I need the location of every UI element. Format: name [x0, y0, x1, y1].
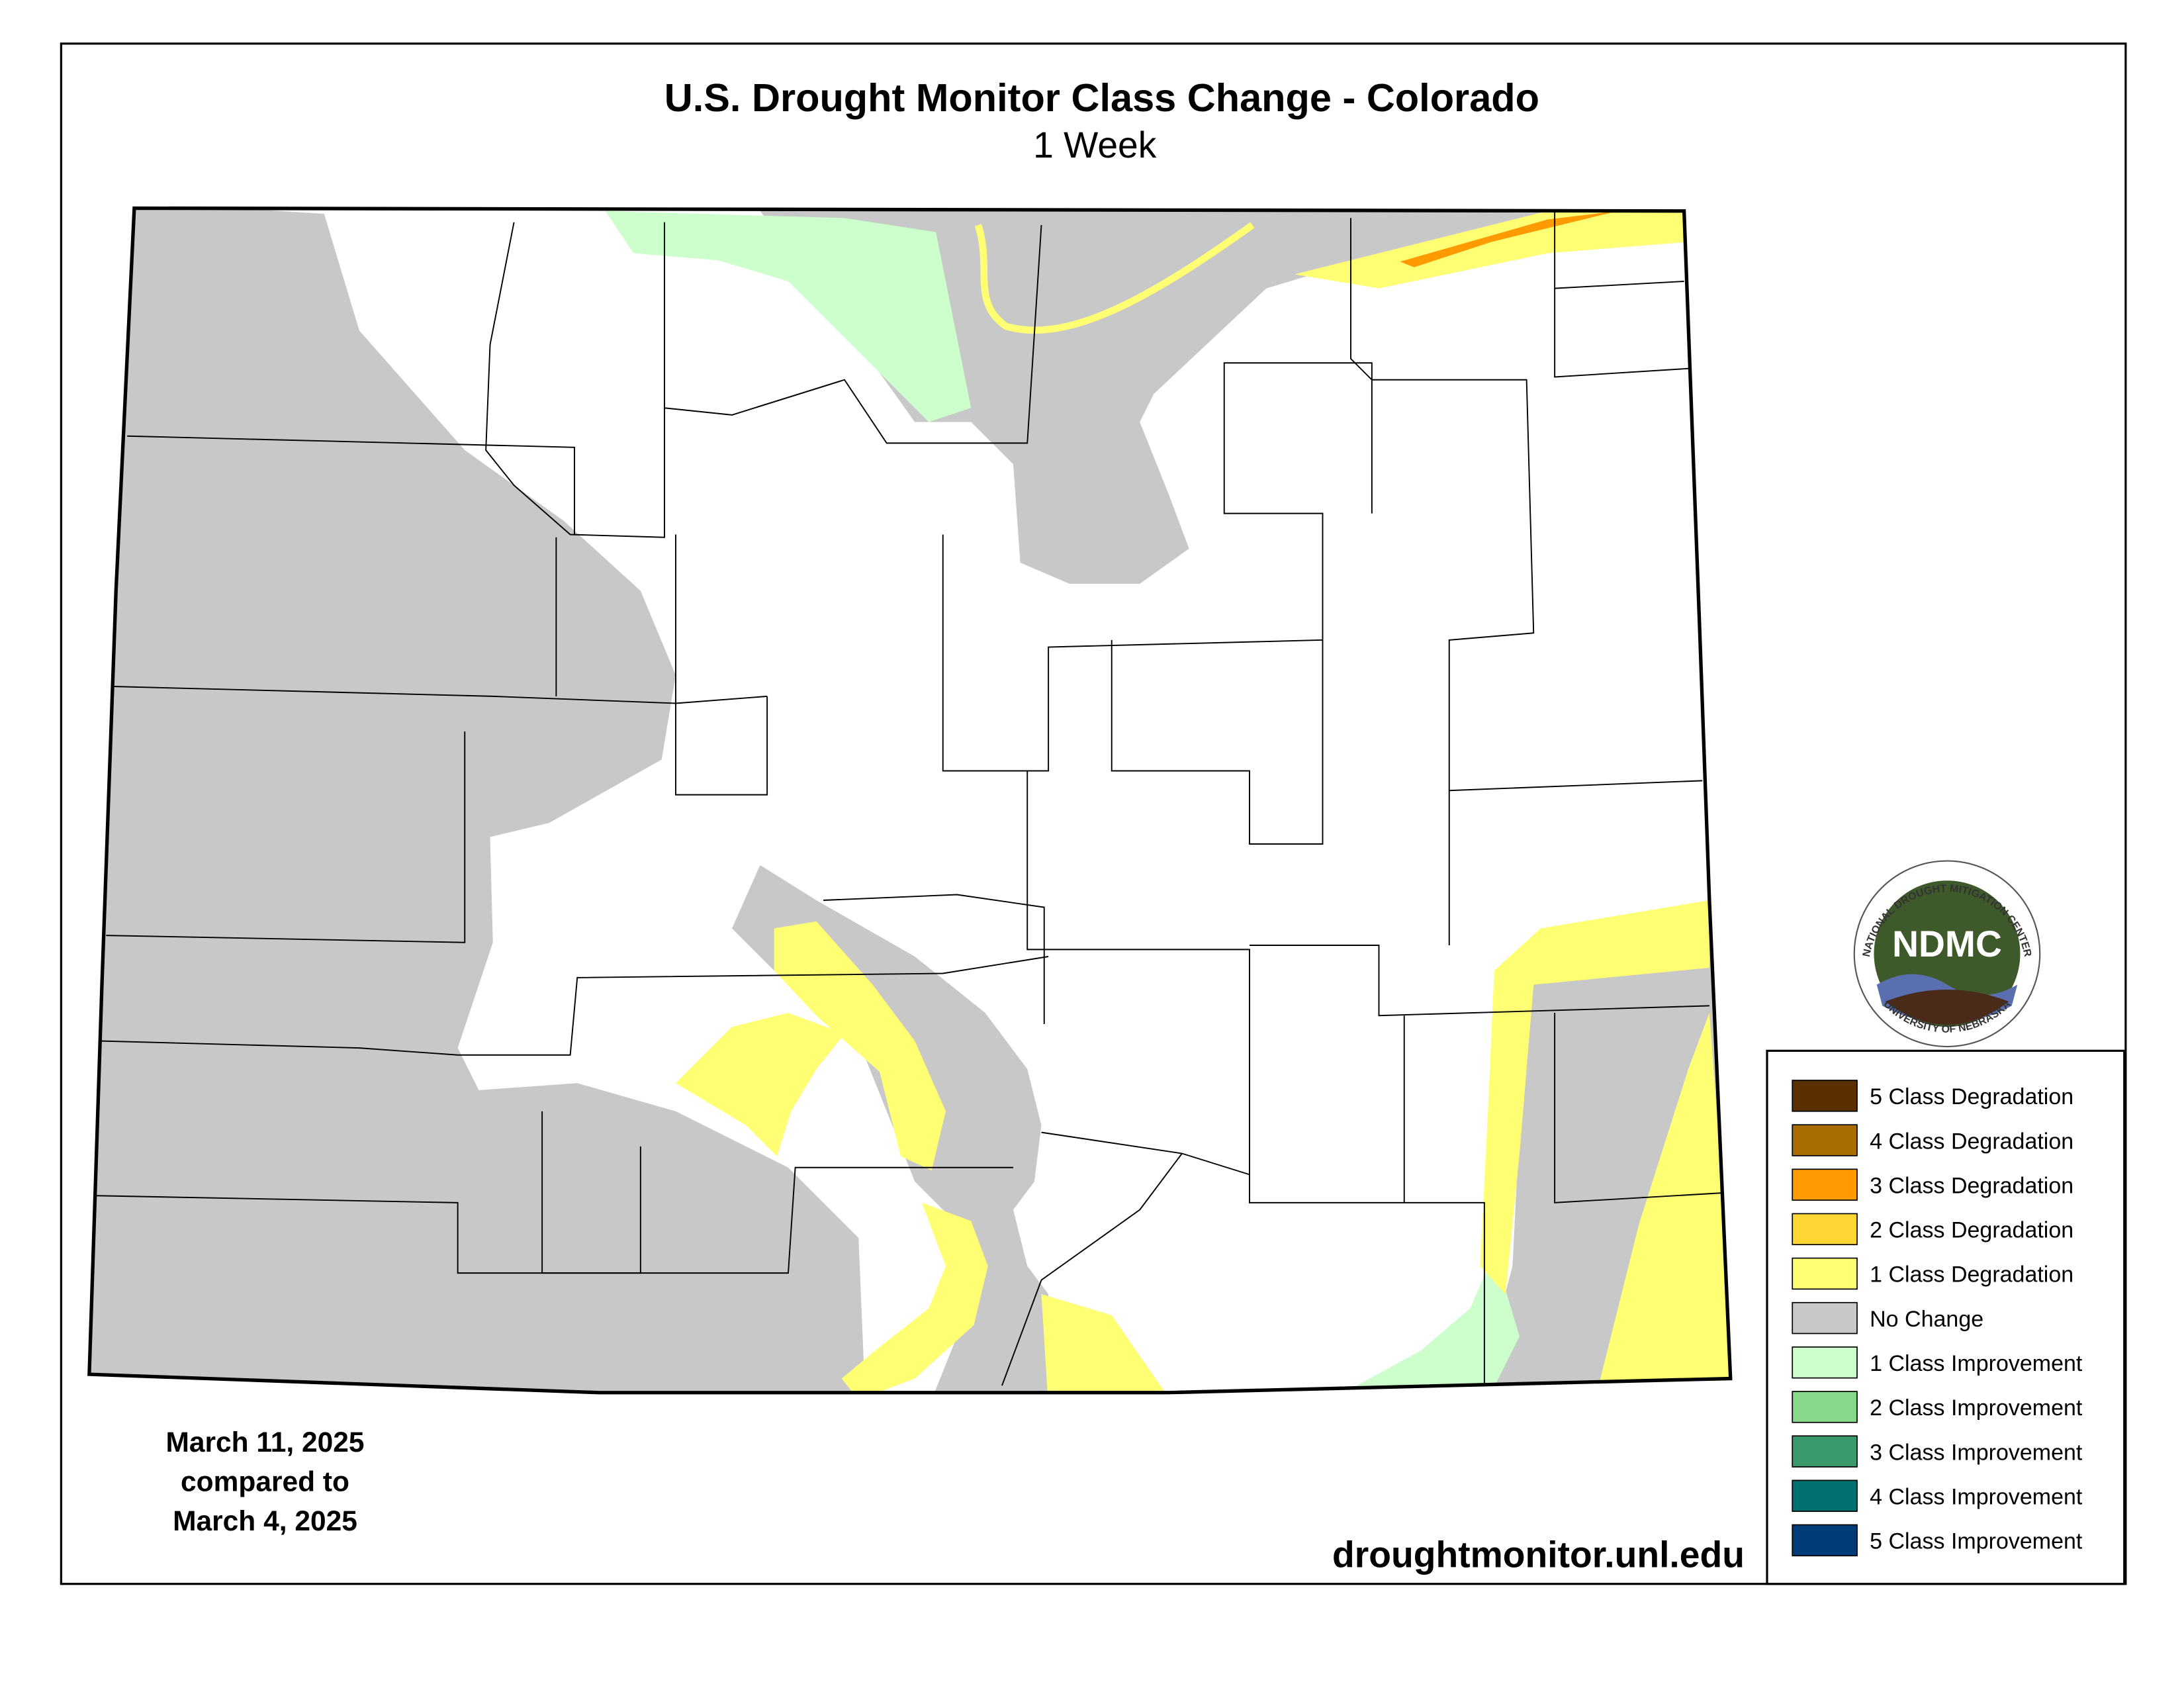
county-lines — [96, 211, 1724, 1393]
region — [774, 921, 946, 1170]
region-edge — [974, 222, 1255, 334]
map-title: U.S. Drought Monitor Class Change - Colo… — [664, 75, 1539, 120]
region — [89, 208, 866, 1393]
legend-swatch — [1792, 1391, 1858, 1423]
legend-label: 1 Class Improvement — [1870, 1351, 2083, 1376]
date-block: March 11, 2025 compared to March 4, 2025 — [165, 1427, 364, 1537]
region — [676, 1013, 844, 1156]
region — [1295, 208, 1562, 275]
legend-swatch — [1792, 1524, 1858, 1557]
region — [1343, 1252, 1520, 1393]
legend-label: 2 Class Improvement — [1870, 1395, 2083, 1421]
legend-label: No Change — [1870, 1307, 1983, 1332]
region — [1596, 1013, 1731, 1393]
legend-label: 5 Class Degradation — [1870, 1084, 2073, 1109]
region — [841, 1202, 988, 1393]
legend-swatch — [1792, 1257, 1858, 1290]
map-subtitle: 1 Week — [1033, 124, 1157, 165]
region — [605, 211, 972, 422]
legend-label: 2 Class Degradation — [1870, 1218, 2073, 1243]
legend: 5 Class Degradation 4 Class Degradation 3 … — [1792, 1080, 2083, 1557]
legend-swatch — [1792, 1435, 1858, 1468]
legend-swatch — [1792, 1124, 1858, 1156]
legend-swatch — [1792, 1301, 1858, 1335]
legend-swatch — [1792, 1168, 1858, 1201]
legend-swatch — [1792, 1346, 1858, 1379]
state-map — [89, 208, 1731, 1393]
legend-label: 3 Class Improvement — [1870, 1440, 2083, 1465]
legend-swatch — [1792, 1080, 1858, 1112]
legend-label: 1 Class Degradation — [1870, 1262, 2073, 1288]
state-outline — [87, 206, 1733, 1395]
date-line: March 11, 2025 — [165, 1427, 364, 1458]
legend-label: 3 Class Degradation — [1870, 1173, 2073, 1198]
date-line: compared to — [181, 1467, 349, 1498]
legend-label: 5 Class Improvement — [1870, 1529, 2083, 1554]
logo-abbr: NDMC — [1892, 923, 2002, 964]
legend-swatch — [1792, 1213, 1858, 1246]
source-url: droughtmonitor.unl.edu — [1332, 1534, 1745, 1575]
legend-label: 4 Class Improvement — [1870, 1484, 2083, 1509]
date-line: March 4, 2025 — [173, 1506, 357, 1537]
region — [1295, 208, 1688, 289]
ndmc-logo: NDMC NATIONAL DROUGHT MITIGATION CENTER … — [1853, 860, 2041, 1048]
region — [1400, 211, 1618, 267]
legend-label: 4 Class Degradation — [1870, 1129, 2073, 1154]
region — [1480, 900, 1709, 1294]
legend-swatch — [1792, 1479, 1858, 1512]
region — [1041, 1294, 1175, 1393]
